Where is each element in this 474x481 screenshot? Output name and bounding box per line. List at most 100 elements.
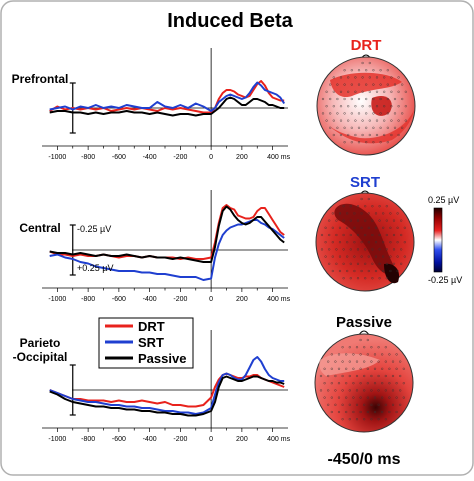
electrode-dot bbox=[356, 262, 360, 265]
electrode-dot bbox=[404, 90, 407, 93]
electrode-dot bbox=[371, 262, 374, 265]
electrode-dot bbox=[366, 410, 369, 414]
electrode-dot bbox=[331, 255, 334, 258]
electrode-dot bbox=[374, 241, 378, 244]
electrode-dot bbox=[357, 83, 361, 86]
electrode-dot bbox=[341, 346, 344, 349]
electrode-dot bbox=[372, 141, 375, 144]
electrode-dot bbox=[382, 241, 385, 244]
x-tick-label: -400 bbox=[143, 154, 157, 161]
electrode-dot bbox=[378, 233, 381, 237]
electrode-dot bbox=[332, 90, 335, 93]
electrode-dot bbox=[337, 367, 341, 370]
electrode-dot bbox=[343, 97, 346, 101]
panel-title-2: Parieto bbox=[20, 336, 61, 350]
electrode-dot bbox=[359, 353, 362, 356]
electrode-dot bbox=[381, 353, 384, 356]
electrode-dot bbox=[388, 396, 391, 399]
electrode-dot bbox=[329, 112, 332, 115]
electrode-dot bbox=[328, 262, 331, 265]
electrode-dot bbox=[385, 262, 388, 265]
series-line-srt bbox=[49, 81, 286, 112]
electrode-dot bbox=[381, 367, 384, 370]
electrode-dot bbox=[361, 76, 364, 79]
electrode-dot bbox=[355, 360, 359, 363]
topomap-patch-passive bbox=[319, 353, 380, 376]
electrode-dot bbox=[386, 141, 389, 144]
x-tick-label: 200 bbox=[236, 436, 248, 443]
electrode-dot bbox=[366, 367, 369, 370]
panel-0: Prefrontal -1000 -800 -600 -400 -200 0 200 400 m… bbox=[12, 48, 291, 161]
electrode-dot bbox=[329, 97, 332, 101]
x-tick-label: -600 bbox=[112, 296, 126, 303]
electrode-dot bbox=[349, 233, 352, 237]
electrode-dot bbox=[332, 105, 335, 108]
electrode-dot bbox=[364, 262, 367, 265]
electrode-dot bbox=[336, 97, 339, 101]
electrode-dot bbox=[330, 367, 333, 370]
electrode-dot bbox=[367, 197, 370, 201]
electrode-dot bbox=[385, 233, 388, 237]
electrode-dot bbox=[386, 97, 389, 101]
electrode-dot bbox=[373, 367, 377, 370]
electrode-dot bbox=[364, 205, 367, 208]
electrode-dot bbox=[370, 389, 373, 392]
electrode-dot bbox=[370, 346, 373, 349]
electrode-dot bbox=[400, 248, 403, 251]
electrode-dot bbox=[353, 241, 356, 244]
electrode-dot bbox=[365, 126, 368, 129]
electrode-dot bbox=[337, 382, 341, 385]
electrode-dot bbox=[339, 105, 343, 108]
electrode-dot bbox=[361, 90, 364, 93]
electrode-dot bbox=[364, 233, 367, 237]
electrode-dot bbox=[365, 97, 368, 101]
legend-label-drt: DRT bbox=[138, 319, 165, 334]
electrode-dot bbox=[361, 119, 364, 122]
topomap-electrodes-srt bbox=[320, 197, 406, 280]
electrode-dot bbox=[399, 360, 402, 363]
electrode-dot bbox=[357, 141, 361, 144]
electrode-dot bbox=[325, 119, 328, 122]
electrode-dot bbox=[328, 219, 331, 222]
electrode-dot bbox=[321, 97, 325, 101]
topomap-label-passive: Passive bbox=[336, 314, 392, 331]
topomap-electrodes-passive bbox=[319, 338, 405, 421]
electrode-dot bbox=[325, 90, 328, 93]
electrode-dot bbox=[375, 76, 379, 79]
electrode-dot bbox=[357, 126, 361, 129]
electrode-dot bbox=[377, 360, 380, 363]
electrode-dot bbox=[384, 374, 387, 378]
electrode-dot bbox=[388, 382, 391, 385]
electrode-dot bbox=[319, 374, 323, 378]
electrode-dot bbox=[379, 97, 382, 101]
electrode-dot bbox=[343, 69, 346, 72]
x-tick-label: 400 ms bbox=[267, 296, 290, 303]
electrode-dot bbox=[368, 119, 371, 122]
electrode-dot bbox=[393, 112, 397, 115]
electrode-dot bbox=[359, 338, 362, 342]
electrode-dot bbox=[342, 205, 345, 208]
electrode-dot bbox=[395, 353, 398, 356]
electrode-dot bbox=[360, 269, 363, 273]
electrode-dot bbox=[367, 212, 370, 215]
electrode-dot bbox=[359, 410, 362, 414]
electrode-dot bbox=[327, 403, 330, 406]
electrode-dot bbox=[339, 90, 343, 93]
electrode-dot bbox=[366, 353, 369, 356]
electrode-dot bbox=[399, 374, 402, 378]
electrode-dot bbox=[382, 269, 385, 273]
electrode-dot bbox=[342, 262, 345, 265]
scale-label-positive: +0.25 µV bbox=[77, 263, 113, 273]
electrode-dot bbox=[345, 353, 348, 356]
electrode-dot bbox=[377, 389, 380, 392]
electrode-dot bbox=[402, 396, 405, 399]
topomap-electrodes-drt bbox=[321, 61, 407, 144]
electrode-dot bbox=[355, 346, 359, 349]
electrode-dot bbox=[365, 141, 368, 144]
electrode-dot bbox=[331, 226, 334, 229]
electrode-dot bbox=[359, 367, 362, 370]
electrode-dot bbox=[379, 69, 382, 72]
colorbar: 0.25 µV -0.25 µV bbox=[428, 195, 462, 285]
electrode-dot bbox=[324, 255, 327, 258]
